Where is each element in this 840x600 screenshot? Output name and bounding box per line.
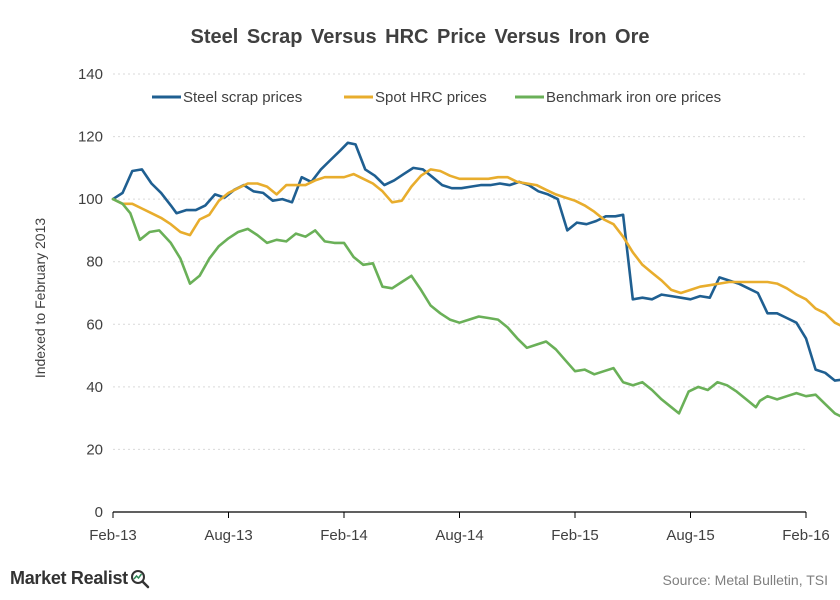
legend-label: Spot HRC prices	[375, 89, 487, 106]
series-line-2	[111, 168, 840, 327]
x-tick-label: Aug-15	[666, 527, 714, 544]
y-tick-label: 140	[78, 66, 103, 83]
source-note: Source: Metal Bulletin, TSI	[662, 572, 828, 588]
brand-logo: Market Realist	[10, 568, 150, 589]
y-tick-label: 40	[86, 379, 103, 396]
x-tick-label: Feb-14	[320, 527, 368, 544]
legend: Steel scrap prices Spot HRC prices Benchma…	[152, 89, 721, 106]
x-tick-label: Aug-14	[435, 527, 483, 544]
series-line-3	[111, 197, 840, 418]
magnifier-chart-icon	[130, 569, 150, 588]
x-tick-label: Feb-15	[551, 527, 599, 544]
x-tick-label: Feb-13	[89, 527, 137, 544]
y-tick-label: 0	[95, 504, 103, 521]
legend-label: Steel scrap prices	[183, 89, 302, 106]
y-axis-label: Indexed to February 2013	[32, 217, 48, 379]
y-tick-label: 20	[86, 441, 103, 458]
legend-label: Benchmark iron ore prices	[546, 89, 721, 106]
y-tick-label: 80	[86, 254, 103, 271]
y-tick-label: 120	[78, 129, 103, 146]
axes: 0 20 40 60 80 100 120 140 Feb-13 Aug-13 Feb-14 Aug-…	[78, 66, 830, 544]
series-lines	[111, 141, 840, 418]
y-tick-label: 100	[78, 191, 103, 208]
gridlines	[113, 73, 806, 450]
brand-name: Market Realist	[10, 568, 128, 588]
x-tick-label: Aug-13	[204, 527, 252, 544]
y-tick-label: 60	[86, 316, 103, 333]
x-tick-label: Feb-16	[782, 527, 830, 544]
chart-title: Steel Scrap Versus HRC Price Versus Iron…	[190, 26, 650, 48]
